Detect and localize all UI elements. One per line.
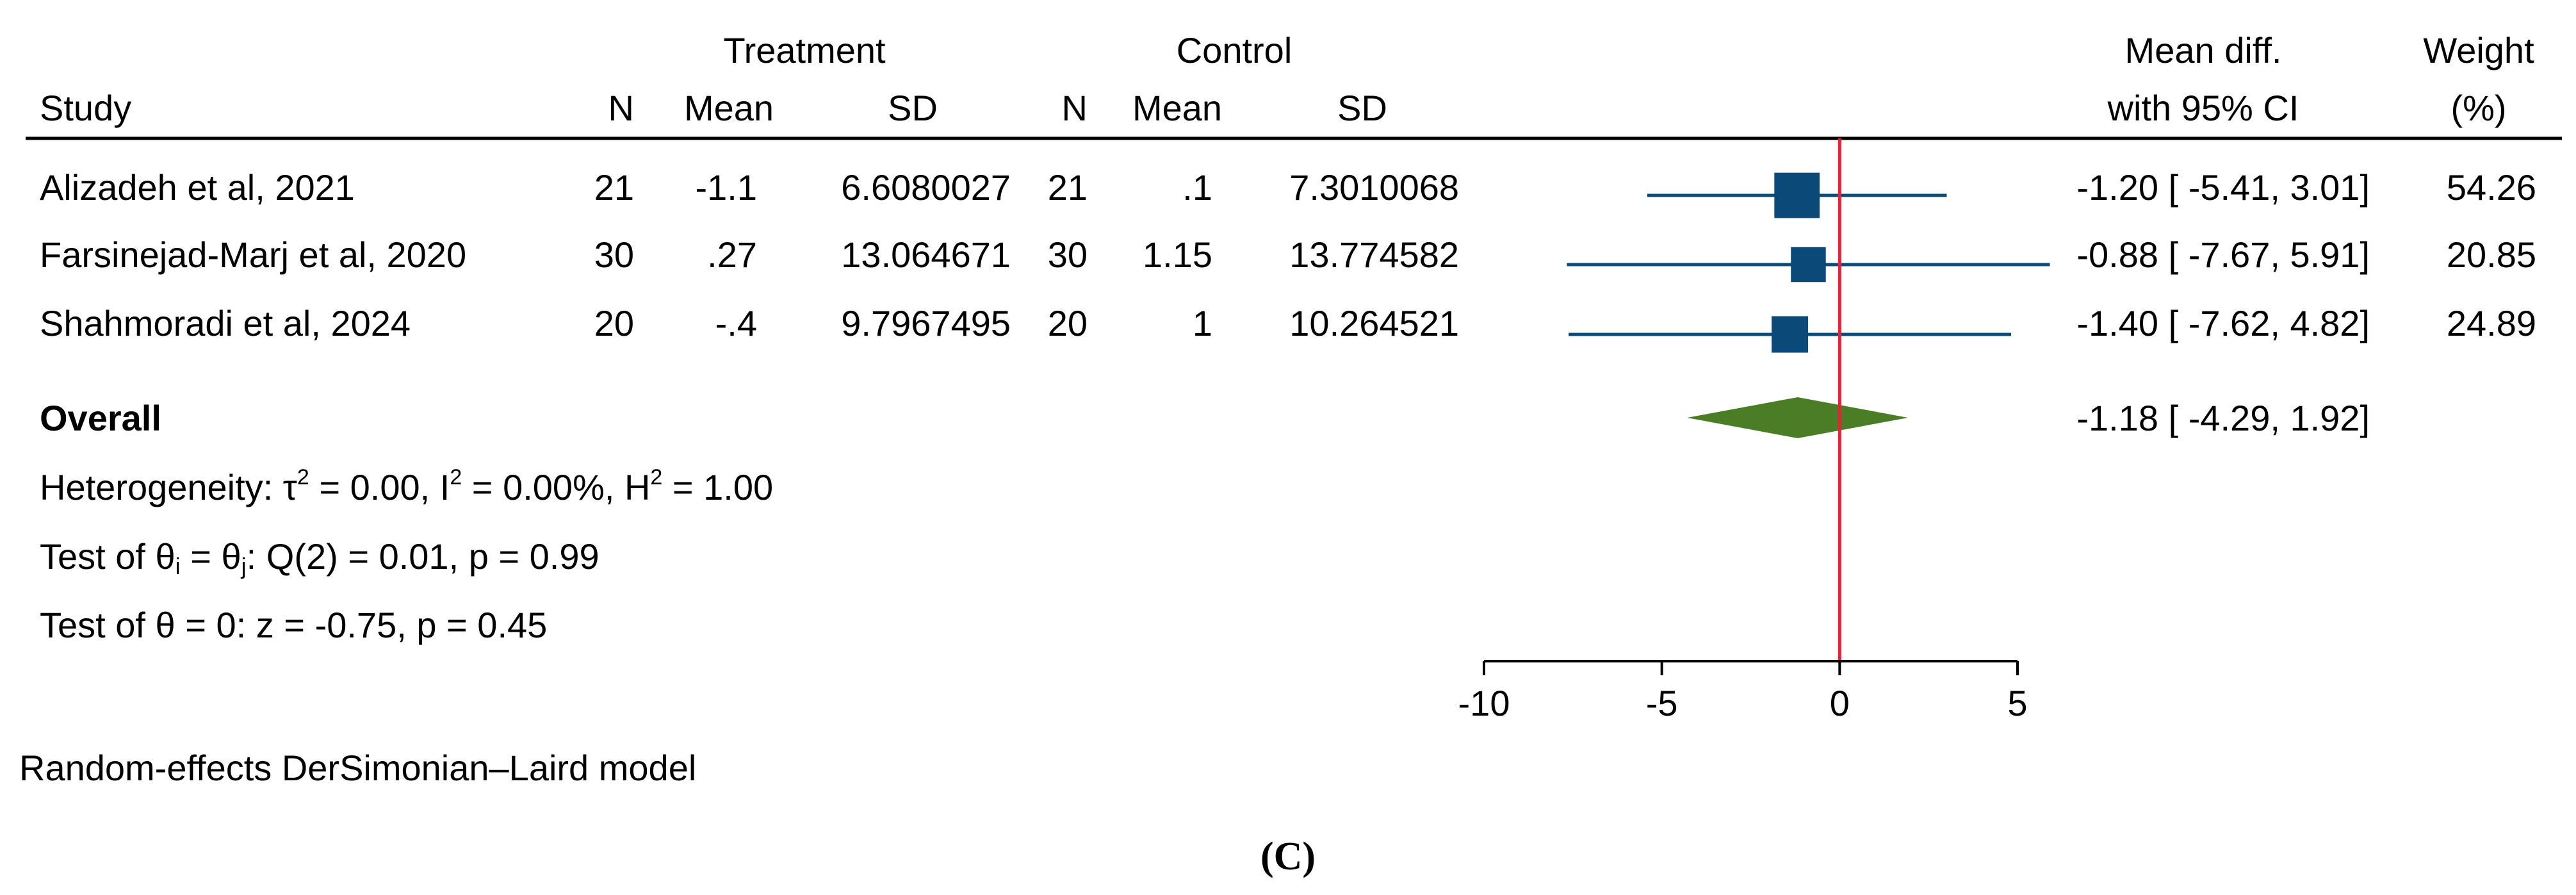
study-rows: Alizadeh et al, 2021 21 -1.1 6.6080027 21 .1 7…	[40, 167, 2536, 343]
overall-diamond	[1687, 397, 1908, 438]
test-zero-stats: Test of θ = 0: z = -0.75, p = 0.45	[40, 605, 547, 645]
study-weight-square	[1774, 172, 1820, 218]
study-weight: 20.85	[2447, 234, 2536, 275]
weight-header-line2: (%)	[2450, 88, 2506, 128]
treatment-sd: 9.7967495	[841, 303, 1011, 343]
study-column-header: Study	[40, 88, 131, 128]
study-weight: 24.89	[2447, 303, 2536, 343]
control-mean: .1	[1182, 167, 1212, 208]
test-equal-stats: Test of θi = θj: Q(2) = 0.01, p = 0.99	[40, 536, 599, 579]
control-mean: 1.15	[1143, 234, 1212, 275]
study-ci-text: -1.20 [ -5.41, 3.01]	[2076, 167, 2370, 208]
model-footnote: Random-effects DerSimonian–Laird model	[19, 748, 696, 788]
treatment-sd: 6.6080027	[841, 167, 1011, 208]
overall-ci-text: -1.18 [ -4.29, 1.92]	[2076, 398, 2370, 438]
x-tick-label: 0	[1830, 683, 1850, 723]
control-sd: 10.264521	[1289, 303, 1459, 343]
weight-header-line1: Weight	[2423, 30, 2534, 70]
x-tick-label: 5	[2007, 683, 2027, 723]
study-row: Farsinejad-Marj et al, 2020 30 .27 13.06467…	[40, 234, 2536, 275]
control-n: 30	[1048, 234, 1088, 275]
heterogeneity-stats: Heterogeneity: τ2 = 0.00, I2 = 0.00%, H2…	[40, 465, 773, 507]
treatment-n: 21	[594, 167, 634, 208]
treatment-group-header: Treatment	[723, 30, 886, 70]
forest-graphics: -10 -5 0 5	[1458, 138, 2050, 723]
control-group-header: Control	[1177, 30, 1292, 70]
study-name: Farsinejad-Marj et al, 2020	[40, 234, 466, 275]
control-mean: 1	[1193, 303, 1212, 343]
treatment-n-header: N	[608, 88, 634, 128]
x-tick-label: -5	[1646, 683, 1678, 723]
effect-header-line2: with 95% CI	[2107, 88, 2299, 128]
study-weight-square	[1772, 316, 1809, 353]
treatment-mean: .27	[707, 234, 757, 275]
overall-label: Overall	[40, 398, 161, 438]
control-sd-header: SD	[1337, 88, 1387, 128]
study-name: Shahmoradi et al, 2024	[40, 303, 411, 343]
treatment-sd: 13.064671	[841, 234, 1011, 275]
study-ci-text: -0.88 [ -7.67, 5.91]	[2076, 234, 2370, 275]
x-tick-label: -10	[1458, 683, 1510, 723]
study-weight: 54.26	[2447, 167, 2536, 208]
control-n: 20	[1048, 303, 1088, 343]
control-mean-header: Mean	[1132, 88, 1222, 128]
study-row: Alizadeh et al, 2021 21 -1.1 6.6080027 21 .1 7…	[40, 167, 2536, 208]
treatment-n: 30	[594, 234, 634, 275]
treatment-sd-header: SD	[888, 88, 938, 128]
study-weight-square	[1791, 247, 1826, 283]
treatment-mean: -1.1	[696, 167, 758, 208]
treatment-n: 20	[594, 303, 634, 343]
treatment-mean-header: Mean	[684, 88, 774, 128]
study-name: Alizadeh et al, 2021	[40, 167, 355, 208]
panel-label: (C)	[1260, 835, 1316, 878]
control-n: 21	[1048, 167, 1088, 208]
control-n-header: N	[1062, 88, 1088, 128]
control-sd: 7.3010068	[1289, 167, 1459, 208]
effect-header-line1: Mean diff.	[2125, 30, 2282, 70]
treatment-mean: -.4	[715, 303, 757, 343]
study-ci-text: -1.40 [ -7.62, 4.82]	[2076, 303, 2370, 343]
study-row: Shahmoradi et al, 2024 20 -.4 9.7967495 20 1 1…	[40, 303, 2536, 343]
control-sd: 13.774582	[1289, 234, 1459, 275]
